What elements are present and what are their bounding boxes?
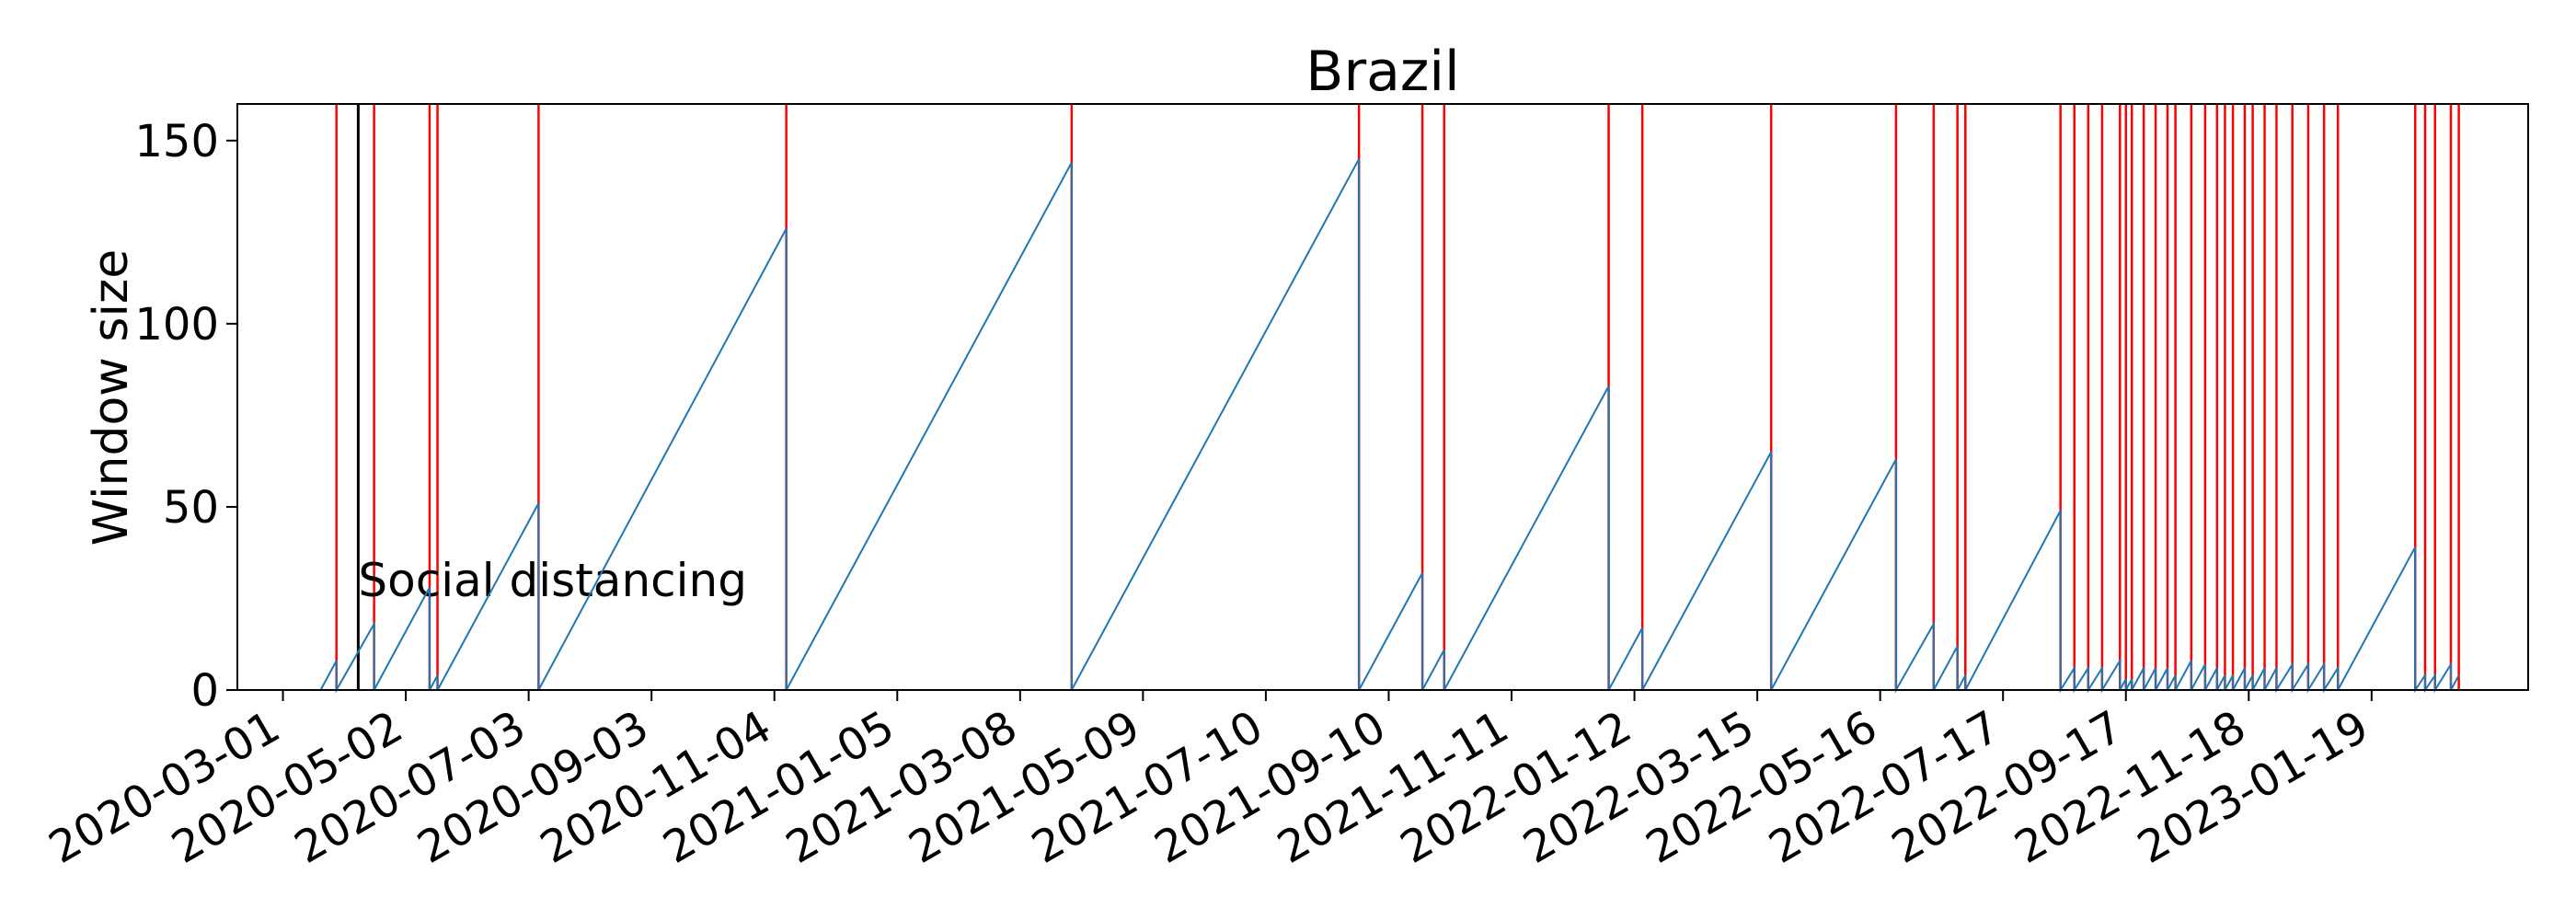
plot-area: Social distancing0501001502020-03-012020… — [40, 103, 2529, 874]
y-axis-label: Window size — [84, 249, 139, 546]
chart-title: Brazil — [1305, 40, 1459, 104]
series-line — [319, 158, 2460, 694]
y-tick-label: 100 — [134, 299, 219, 351]
y-tick-label: 150 — [134, 116, 219, 167]
plot-frame — [236, 103, 2529, 691]
y-tick-label: 0 — [190, 665, 219, 717]
annotation-label: Social distancing — [358, 554, 747, 607]
y-tick-label: 50 — [163, 482, 219, 534]
